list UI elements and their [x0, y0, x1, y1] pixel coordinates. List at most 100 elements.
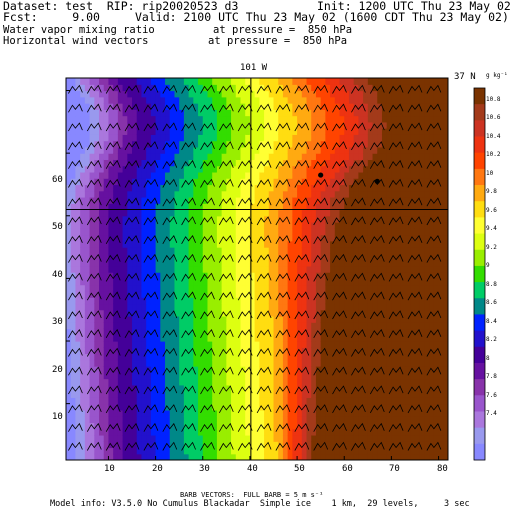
field-cell [344, 284, 350, 292]
field-cell [400, 297, 407, 305]
field-cell [443, 203, 448, 211]
field-cell [325, 240, 331, 248]
field-cell [268, 153, 275, 161]
field-cell [113, 203, 119, 211]
field-cell [117, 153, 124, 161]
field-cell [292, 222, 298, 229]
field-cell [136, 290, 143, 298]
field-cell [198, 128, 204, 135]
field-cell [174, 366, 180, 373]
field-cell [117, 278, 124, 286]
field-cell [377, 391, 383, 398]
field-cell [113, 378, 119, 386]
field-cell [334, 222, 341, 229]
field-cell [334, 353, 341, 361]
field-cell [344, 184, 350, 192]
field-cell [84, 322, 91, 330]
field-cell [278, 391, 284, 398]
field-cell [132, 453, 138, 460]
field-cell [155, 428, 161, 436]
field-cell [94, 391, 100, 398]
field-cell [141, 322, 147, 330]
field-cell [84, 109, 91, 117]
field-cell [344, 322, 350, 330]
field-cell [198, 303, 204, 311]
field-cell [429, 453, 435, 460]
field-cell [216, 397, 223, 405]
field-cell [216, 96, 223, 104]
field-cell [363, 265, 369, 273]
field-cell [348, 140, 355, 148]
field-cell [259, 334, 265, 342]
field-cell [212, 259, 218, 267]
field-cell [240, 372, 246, 380]
field-cell [273, 434, 279, 442]
field-cell [278, 359, 284, 367]
field-cell [212, 178, 218, 186]
field-cell [245, 353, 251, 361]
field-cell [84, 184, 91, 192]
field-cell [216, 171, 223, 179]
field-cell [259, 397, 265, 405]
field-cell [353, 397, 359, 405]
field-cell [174, 278, 180, 286]
field-cell [108, 409, 114, 417]
field-cell [325, 259, 331, 267]
field-cell [405, 328, 411, 336]
field-cell [405, 347, 411, 355]
field-cell [66, 259, 72, 267]
field-cell [75, 240, 81, 248]
field-cell [353, 341, 359, 348]
field-cell [231, 247, 237, 254]
field-cell [150, 265, 157, 273]
field-cell [353, 171, 359, 179]
field-cell [141, 165, 147, 173]
field-cell [188, 315, 194, 323]
field-cell [165, 165, 171, 173]
field-cell [344, 103, 350, 110]
field-cell [419, 247, 426, 254]
field-cell [193, 422, 199, 430]
field-cell [306, 209, 312, 217]
field-cell [381, 359, 388, 367]
field-cell [231, 78, 237, 85]
field-cell [405, 378, 411, 386]
field-cell [136, 109, 143, 117]
field-cell [400, 372, 407, 380]
field-cell [226, 391, 232, 398]
field-cell [282, 146, 289, 154]
field-cell [372, 353, 378, 361]
field-cell [443, 253, 448, 261]
field-cell [268, 96, 275, 104]
field-cell [99, 341, 105, 348]
field-cell [419, 403, 426, 411]
field-cell [353, 409, 359, 417]
field-cell [99, 240, 105, 248]
field-cell [183, 228, 190, 236]
field-cell [150, 397, 157, 405]
field-cell [264, 146, 270, 154]
field-cell [70, 416, 77, 424]
field-cell [268, 422, 275, 430]
field-cell [348, 115, 355, 123]
field-cell [410, 228, 416, 236]
field-cell [273, 334, 279, 342]
field-cell [113, 78, 119, 85]
field-cell [66, 146, 72, 154]
field-cell [438, 309, 444, 317]
field-cell [240, 341, 246, 348]
field-cell [353, 303, 359, 311]
field-cell [103, 353, 110, 361]
field-cell [103, 215, 110, 223]
field-cell [344, 359, 350, 367]
field-cell [198, 441, 204, 449]
field-cell [363, 272, 369, 279]
field-cell [424, 109, 430, 117]
field-cell [433, 353, 440, 361]
field-cell [169, 203, 176, 211]
field-cell [193, 447, 199, 455]
field-cell [240, 315, 246, 323]
field-cell [226, 134, 232, 142]
field-cell [169, 322, 176, 330]
field-cell [212, 409, 218, 417]
